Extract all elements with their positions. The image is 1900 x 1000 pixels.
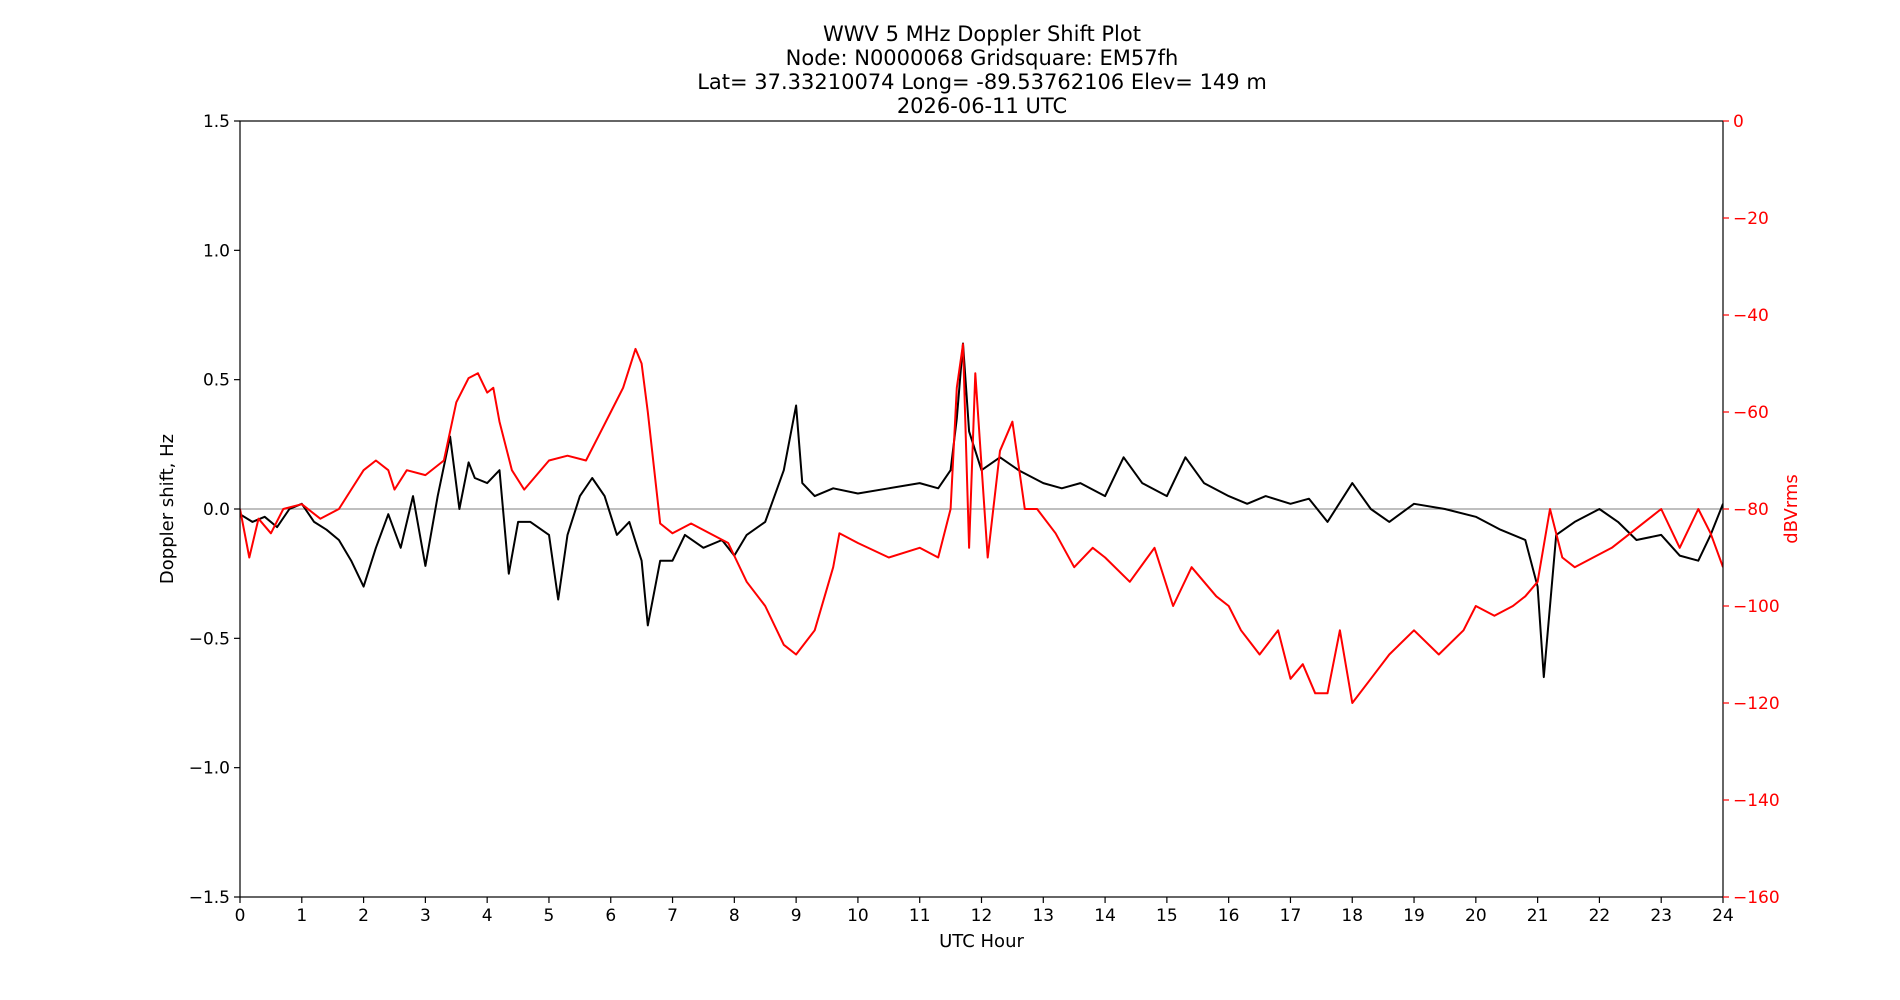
title-line-1: WWV 5 MHz Doppler Shift Plot: [823, 22, 1141, 46]
left-y-tick-label: −0.5: [189, 629, 230, 649]
x-tick-label: 11: [909, 906, 931, 926]
x-tick-label: 0: [235, 906, 246, 926]
right-y-tick-label: −120: [1733, 694, 1780, 714]
left-y-tick-label: −1.0: [189, 759, 230, 779]
x-tick-label: 22: [1589, 906, 1611, 926]
left-y-tick-label: 1.0: [203, 241, 230, 261]
right-y-tick-label: −80: [1733, 500, 1769, 520]
left-y-tick-label: 0.0: [203, 500, 230, 520]
x-tick-label: 17: [1280, 906, 1302, 926]
x-tick-label: 10: [847, 906, 869, 926]
right-y-axis: 0 −20 −40 −60 −80 −100 −120 −140 −160: [1723, 112, 1780, 908]
right-y-tick-label: −140: [1733, 791, 1780, 811]
x-tick-label: 2: [358, 906, 369, 926]
x-tick-label: 18: [1341, 906, 1363, 926]
right-y-axis-label: dBVrms: [1781, 474, 1802, 544]
x-tick-label: 9: [791, 906, 802, 926]
x-tick-label: 3: [420, 906, 431, 926]
x-tick-label: 4: [482, 906, 493, 926]
title-line-4: 2026-06-11 UTC: [897, 94, 1067, 118]
left-y-tick-label: −1.5: [189, 888, 230, 908]
x-tick-label: 12: [971, 906, 993, 926]
x-tick-label: 6: [605, 906, 616, 926]
right-y-tick-label: 0: [1733, 112, 1744, 132]
x-tick-label: 13: [1032, 906, 1054, 926]
right-y-tick-label: −160: [1733, 888, 1780, 908]
title-line-2: Node: N0000068 Gridsquare: EM57fh: [786, 46, 1179, 70]
x-tick-label: 15: [1156, 906, 1178, 926]
power-dbvrms-line: [240, 343, 1723, 704]
x-tick-label: 14: [1094, 906, 1116, 926]
chart-title: WWV 5 MHz Doppler Shift Plot Node: N0000…: [697, 22, 1267, 118]
x-tick-label: 5: [544, 906, 555, 926]
x-tick-label: 24: [1712, 906, 1734, 926]
x-tick-label: 8: [729, 906, 740, 926]
x-axis-label: UTC Hour: [939, 931, 1024, 952]
right-y-tick-label: −100: [1733, 597, 1780, 617]
left-y-tick-label: 1.5: [203, 112, 230, 132]
x-tick-label: 19: [1403, 906, 1425, 926]
x-tick-label: 16: [1218, 906, 1240, 926]
left-y-axis-label: Doppler shift, Hz: [157, 434, 178, 584]
left-y-axis: 1.5 1.0 0.5 0.0 −0.5 −1.0 −1.5: [189, 112, 240, 908]
right-y-tick-label: −40: [1733, 306, 1769, 326]
x-tick-label: 1: [296, 906, 307, 926]
x-tick-label: 23: [1650, 906, 1672, 926]
left-y-tick-label: 0.5: [203, 371, 230, 391]
title-line-3: Lat= 37.33210074 Long= -89.53762106 Elev…: [697, 70, 1267, 94]
x-tick-label: 20: [1465, 906, 1487, 926]
doppler-shift-line: [240, 342, 1723, 679]
x-axis: 0 1 2 3 4 5 6 7 8 9 10 11 12 13 14 15 16 17 18 19 20 21 22 23 24: [235, 897, 1734, 926]
x-tick-label: 21: [1527, 906, 1549, 926]
right-y-tick-label: −20: [1733, 209, 1769, 229]
right-y-tick-label: −60: [1733, 403, 1769, 423]
x-tick-label: 7: [667, 906, 678, 926]
